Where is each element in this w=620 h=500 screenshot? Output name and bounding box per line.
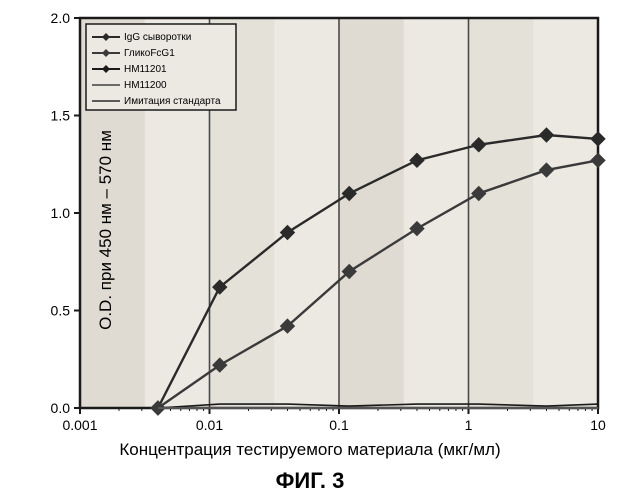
svg-text:IgG сыворотки: IgG сыворотки	[124, 32, 191, 43]
svg-text:1.0: 1.0	[51, 205, 71, 221]
line-chart: 0.0 0.5 1.0 1.5 2.0 0.001 0.01 0.1 1 10 IgG сыворо…	[0, 0, 620, 500]
svg-text:0.0: 0.0	[51, 400, 71, 416]
svg-text:HM11200: HM11200	[124, 80, 167, 91]
svg-text:ГликоFcG1: ГликоFcG1	[124, 48, 175, 59]
svg-text:1: 1	[465, 417, 473, 433]
x-axis-label: Концентрация тестируемого материала (мкг…	[0, 440, 620, 460]
svg-text:10: 10	[590, 417, 606, 433]
svg-text:HM11201: HM11201	[124, 64, 167, 75]
svg-text:0.01: 0.01	[196, 417, 223, 433]
svg-text:0.001: 0.001	[62, 417, 97, 433]
svg-text:0.1: 0.1	[329, 417, 349, 433]
figure-caption: ФИГ. 3	[0, 468, 620, 494]
svg-text:Имитация стандарта: Имитация стандарта	[124, 96, 221, 107]
svg-text:0.5: 0.5	[51, 303, 71, 319]
svg-text:2.0: 2.0	[51, 10, 71, 26]
y-axis-label: O.D. при 450 нм – 570 нм	[96, 130, 116, 330]
svg-text:1.5: 1.5	[51, 108, 71, 124]
